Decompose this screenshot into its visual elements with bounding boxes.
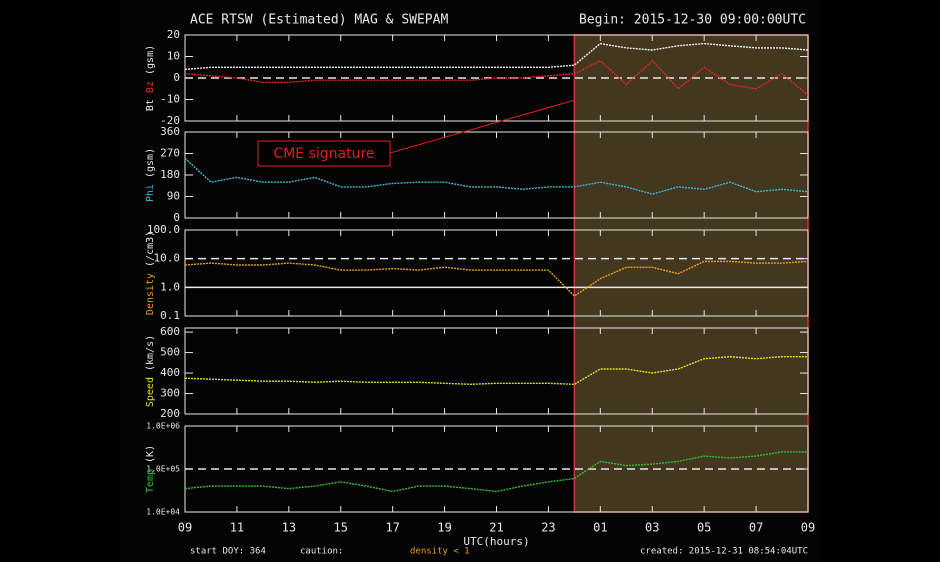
y-axis-label: Bt Bz (gsm) bbox=[145, 45, 156, 111]
x-tick-label: 09 bbox=[178, 521, 192, 535]
annotation: CME signature bbox=[257, 99, 576, 167]
x-tick-label: 17 bbox=[385, 521, 399, 535]
series-line bbox=[184, 260, 809, 297]
x-tick-label: 01 bbox=[593, 521, 607, 535]
legend-entry: Speed bbox=[145, 377, 156, 407]
series-line bbox=[184, 59, 809, 96]
y-tick-label: 270 bbox=[160, 147, 180, 160]
legend-entry: Bz bbox=[145, 81, 156, 93]
y-tick-label: 400 bbox=[160, 366, 180, 379]
y-tick-label: 500 bbox=[160, 346, 180, 359]
annotation-text: CME signature bbox=[273, 146, 374, 162]
y-tick-label: 1.0E+05 bbox=[146, 465, 180, 474]
y-axis-label: Phi (gsm) bbox=[145, 148, 156, 202]
y-unit: (K) bbox=[145, 445, 156, 463]
y-tick-label: 10.0 bbox=[154, 252, 181, 265]
annotation-box bbox=[257, 140, 391, 167]
title: ACE RTSW (Estimated) MAG & SWEPAM bbox=[190, 13, 448, 28]
y-tick-label: 360 bbox=[160, 125, 180, 138]
y-tick-label: 300 bbox=[160, 387, 180, 400]
footer-created: created: 2015-12-31 08:54:04UTC bbox=[640, 547, 808, 557]
y-unit: (/cm3) bbox=[145, 231, 156, 267]
x-tick-label: 15 bbox=[334, 521, 348, 535]
x-tick-label: 03 bbox=[645, 521, 659, 535]
legend-entry: Density bbox=[145, 273, 156, 315]
x-axis-label: UTC(hours) bbox=[463, 535, 529, 548]
series-line bbox=[184, 451, 808, 493]
x-tick-label: 21 bbox=[489, 521, 503, 535]
y-unit: (gsm) bbox=[145, 148, 156, 178]
x-tick-label: 23 bbox=[541, 521, 555, 535]
y-tick-label: 1.0E+04 bbox=[146, 508, 180, 517]
x-tick-label: 13 bbox=[282, 521, 296, 535]
legend-entry: Bt bbox=[145, 99, 156, 111]
series-line bbox=[184, 42, 809, 71]
x-tick-label: 07 bbox=[749, 521, 763, 535]
y-tick-label: 10 bbox=[167, 50, 180, 63]
highlight-layer bbox=[573, 34, 809, 513]
annotation-line bbox=[389, 99, 576, 154]
panel: -20 -10 0 10 20 Bt Bz (gsm) bbox=[145, 28, 809, 127]
panel: 200 300 400 500 600 Speed (km/s) bbox=[145, 325, 809, 420]
y-tick-label: 1.0 bbox=[160, 280, 180, 293]
legend-entry: Phi bbox=[145, 184, 156, 202]
y-tick-label: 600 bbox=[160, 325, 180, 338]
highlight-region bbox=[573, 34, 809, 513]
x-tick-label: 11 bbox=[230, 521, 244, 535]
y-tick-label: 180 bbox=[160, 168, 180, 181]
panel: 0 90 180 270 360 Phi (gsm) bbox=[145, 125, 809, 224]
y-axis-label: Density (/cm3) bbox=[145, 231, 156, 315]
y-tick-label: 0 bbox=[173, 211, 180, 224]
y-tick-label: -20 bbox=[160, 114, 180, 127]
x-tick-label: 05 bbox=[697, 521, 711, 535]
y-tick-label: 1.0E+06 bbox=[146, 422, 180, 431]
series-line bbox=[184, 157, 809, 195]
begin-time: Begin: 2015-12-30 09:00:00UTC bbox=[579, 13, 806, 28]
footer-density-note: density < 1 bbox=[410, 547, 470, 557]
y-unit: (gsm) bbox=[145, 45, 156, 75]
y-tick-label: -10 bbox=[160, 93, 180, 106]
y-axis-label: Speed (km/s) bbox=[145, 335, 156, 407]
y-axis-label: Temp (K) bbox=[145, 445, 156, 493]
y-tick-label: 200 bbox=[160, 407, 180, 420]
panel: 1.0E+04 1.0E+05 1.0E+06 09 11 13 15 17 19 21 23 01 0… bbox=[145, 422, 815, 549]
y-tick-label: 20 bbox=[167, 28, 180, 41]
y-tick-label: 0.1 bbox=[160, 309, 180, 322]
legend-entry: Temp bbox=[145, 469, 156, 493]
x-tick-label: 19 bbox=[437, 521, 451, 535]
y-tick-label: 100.0 bbox=[147, 223, 180, 236]
y-unit: (km/s) bbox=[145, 335, 156, 371]
y-tick-label: 90 bbox=[167, 190, 180, 203]
footer-doy: start DOY: 364 bbox=[190, 547, 266, 557]
footer-caution: caution: bbox=[300, 547, 343, 557]
y-tick-label: 0 bbox=[173, 71, 180, 84]
series-line bbox=[184, 355, 808, 386]
x-tick-label: 09 bbox=[801, 521, 815, 535]
